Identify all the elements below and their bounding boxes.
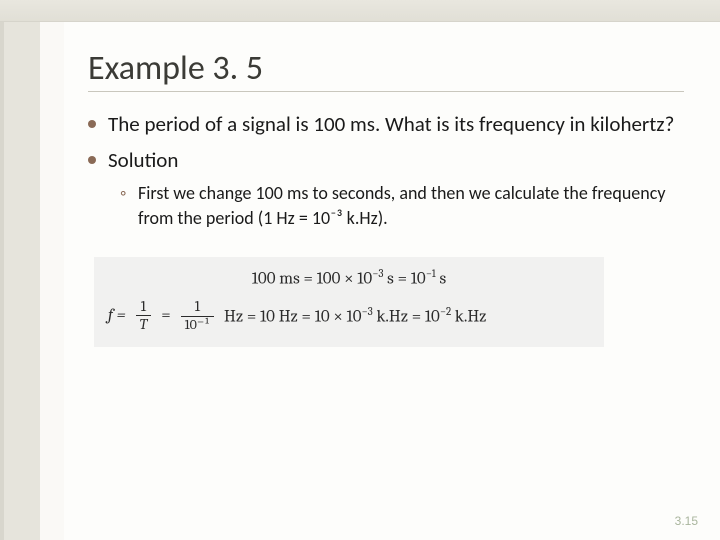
fraction-num: 1	[191, 299, 204, 316]
bullet-item: Solution First we change 100 ms to secon…	[88, 146, 684, 231]
fraction-1-over-T: 1 T	[136, 299, 152, 334]
fraction-den: T	[136, 315, 152, 333]
eq-text: f =	[108, 306, 126, 325]
side-accent	[0, 22, 64, 540]
bullet-item: The period of a signal is 100 ms. What i…	[88, 110, 684, 138]
fraction-den: 10⁻¹	[181, 316, 214, 333]
bullet-text: The period of a signal is 100 ms. What i…	[108, 111, 674, 137]
eq-exp: −1	[426, 267, 436, 280]
eq-text: s	[436, 270, 446, 289]
title-rule	[88, 91, 684, 92]
equation-line-1: 100 ms = 100 × 10−3 s = 10−1 s	[108, 267, 590, 289]
eq-text: s = 10	[383, 270, 425, 289]
bullet-list: The period of a signal is 100 ms. What i…	[88, 110, 684, 231]
bullet-text: Solution	[108, 147, 178, 173]
fraction-1-over-10m1: 1 10⁻¹	[181, 299, 214, 332]
slide-title: Example 3. 5	[88, 48, 684, 89]
slide-content: Example 3. 5 The period of a signal is 1…	[88, 48, 684, 520]
equation-box: 100 ms = 100 × 10−3 s = 10−1 s f = 1 T =…	[94, 257, 604, 347]
sub-bullet-text: First we change 100 ms to seconds, and t…	[138, 182, 665, 229]
eq-text: 100 ms = 100 × 10	[252, 270, 372, 289]
equation-line-2: f = 1 T = 1 10⁻¹ Hz = 10 Hz = 10 × 10−3 …	[108, 299, 590, 334]
eq-text: =	[161, 306, 170, 325]
page-number: 3.15	[675, 514, 698, 528]
sub-bullet-list: First we change 100 ms to seconds, and t…	[108, 181, 684, 231]
eq-exp: −3	[372, 267, 383, 280]
eq-text: Hz = 10 Hz = 10 × 10−3 k.Hz = 10−2 k.Hz	[224, 305, 486, 327]
window-topbar	[0, 0, 720, 22]
sub-bullet-item: First we change 100 ms to seconds, and t…	[120, 181, 684, 231]
fraction-num: 1	[137, 299, 150, 316]
